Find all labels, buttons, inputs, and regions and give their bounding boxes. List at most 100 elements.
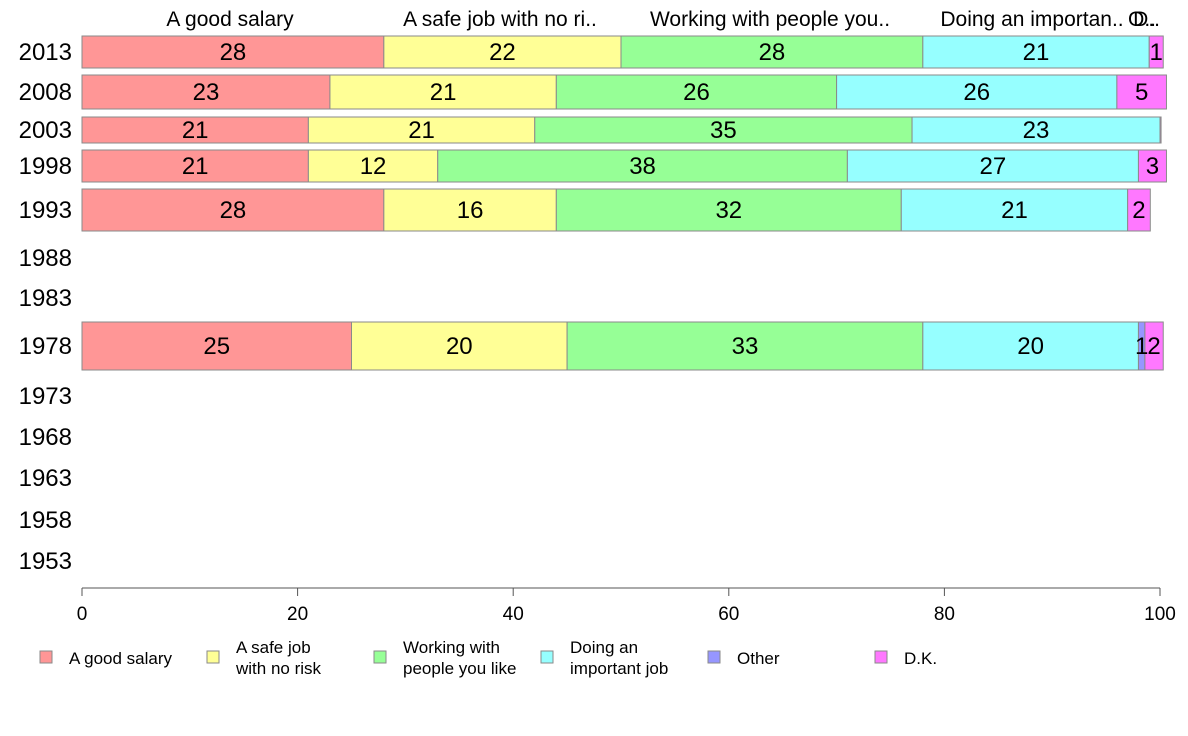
bar-2003-d-k bbox=[1159, 116, 1162, 144]
bar-2003-a-good-salary bbox=[81, 116, 309, 144]
data-label-2008-a-safe-job-with-no-risk: 21 bbox=[430, 79, 457, 106]
data-label-1998-doing-an-important-job: 27 bbox=[980, 153, 1007, 180]
legend-label-line: A safe job bbox=[236, 638, 311, 657]
bar-2008-a-good-salary bbox=[81, 74, 331, 110]
header-other: O.. bbox=[1128, 8, 1156, 31]
x-tick-label-40: 40 bbox=[503, 604, 524, 625]
bar-2003-a-safe-job-with-no-risk bbox=[307, 116, 536, 144]
header-a-safe-job-with-no-risk: A safe job with no ri.. bbox=[403, 8, 597, 31]
data-label-1993-d-k: 2 bbox=[1132, 197, 1145, 224]
legend-swatch-doing-an-important-job bbox=[540, 650, 554, 664]
data-label-2003-a-good-salary: 21 bbox=[182, 117, 209, 144]
x-tick-label-60: 60 bbox=[718, 604, 739, 625]
bar-1998-a-good-salary bbox=[81, 149, 309, 183]
bar-1978-a-good-salary bbox=[81, 321, 352, 371]
x-tick-label-100: 100 bbox=[1144, 604, 1176, 625]
header-d-k: D.. bbox=[1133, 8, 1160, 31]
year-label-2003: 2003 bbox=[19, 117, 72, 144]
bar-1998-doing-an-important-job bbox=[846, 149, 1139, 183]
data-label-1978-d-k: 2 bbox=[1147, 333, 1160, 360]
bar-2003-working-with-people-you-like bbox=[534, 116, 913, 144]
legend-label-line: with no risk bbox=[235, 659, 322, 678]
year-label-2008: 2008 bbox=[19, 79, 72, 106]
data-label-1998-a-good-salary: 21 bbox=[182, 153, 209, 180]
x-axis: 0 20 40 60 80 100 bbox=[77, 587, 1176, 625]
header-working-with-people-you-like: Working with people you.. bbox=[650, 8, 890, 31]
year-label-1963: 1963 bbox=[19, 465, 72, 492]
bar-1978-a-safe-job-with-no-risk bbox=[351, 321, 568, 371]
data-label-2013-d-k: 1 bbox=[1150, 39, 1163, 66]
bar-1978-working-with-people-you-like bbox=[566, 321, 924, 371]
bar-2008-d-k bbox=[1116, 74, 1167, 110]
year-label-1953: 1953 bbox=[19, 548, 72, 575]
legend-label-line: Doing an bbox=[570, 638, 638, 657]
year-label-1988: 1988 bbox=[19, 245, 72, 272]
year-label-1983: 1983 bbox=[19, 285, 72, 312]
legend: A good salary A safe job with no risk Worki… bbox=[39, 638, 937, 678]
data-label-2008-working-with-people-you-like: 26 bbox=[683, 79, 710, 106]
year-axis: 2013 2008 2003 1998 1993 1988 1983 1978 1973 1968… bbox=[19, 39, 72, 575]
legend-label-doing-an-important-job: Doing an important job bbox=[570, 638, 668, 678]
bar-2008-working-with-people-you-like bbox=[555, 74, 838, 110]
data-label-2003-doing-an-important-job: 23 bbox=[1023, 117, 1050, 144]
year-label-1993: 1993 bbox=[19, 197, 72, 224]
legend-swatch-d-k bbox=[874, 650, 888, 664]
bar-2013-a-safe-job-with-no-risk bbox=[383, 35, 622, 69]
data-label-2013-working-with-people-you-like: 28 bbox=[759, 39, 786, 66]
data-label-1998-d-k: 3 bbox=[1146, 153, 1159, 180]
legend-swatch-a-safe-job-with-no-risk bbox=[206, 650, 220, 664]
bar-1998-d-k bbox=[1137, 149, 1167, 183]
data-label-1993-a-safe-job-with-no-risk: 16 bbox=[457, 197, 484, 224]
legend-label-line: important job bbox=[570, 659, 668, 678]
legend-swatch-a-good-salary bbox=[39, 650, 53, 664]
bar-1993-d-k bbox=[1127, 188, 1151, 232]
header-doing-an-important-job: Doing an importan.. bbox=[940, 8, 1123, 31]
year-label-1978: 1978 bbox=[19, 333, 72, 360]
data-label-1978-working-with-people-you-like: 33 bbox=[732, 333, 759, 360]
data-label-2013-doing-an-important-job: 21 bbox=[1023, 39, 1050, 66]
series-headers: A good salary A safe job with no ri.. Work… bbox=[166, 8, 1160, 31]
legend-label-a-good-salary: A good salary bbox=[69, 649, 173, 668]
year-label-1998: 1998 bbox=[19, 153, 72, 180]
data-label-1993-working-with-people-you-like: 32 bbox=[715, 197, 742, 224]
data-label-2003-working-with-people-you-like: 35 bbox=[710, 117, 737, 144]
bar-1993-a-good-salary bbox=[81, 188, 385, 232]
data-label-2013-a-safe-job-with-no-risk: 22 bbox=[489, 39, 516, 66]
year-label-1958: 1958 bbox=[19, 507, 72, 534]
data-label-2008-d-k: 5 bbox=[1135, 79, 1148, 106]
year-label-1973: 1973 bbox=[19, 383, 72, 410]
data-label-1993-doing-an-important-job: 21 bbox=[1001, 197, 1028, 224]
legend-swatch-other bbox=[707, 650, 721, 664]
bar-1993-doing-an-important-job bbox=[900, 188, 1129, 232]
data-label-2003-a-safe-job-with-no-risk: 21 bbox=[408, 117, 435, 144]
bar-2008-doing-an-important-job bbox=[836, 74, 1118, 110]
x-tick-label-0: 0 bbox=[77, 604, 88, 625]
data-label-1978-a-good-salary: 25 bbox=[203, 333, 230, 360]
legend-label-a-safe-job-with-no-risk: A safe job with no risk bbox=[235, 638, 322, 678]
data-label-1993-a-good-salary: 28 bbox=[220, 197, 247, 224]
data-label-1978-other: 1 bbox=[1135, 333, 1148, 360]
data-label-1998-a-safe-job-with-no-risk: 12 bbox=[360, 153, 387, 180]
data-label-1978-doing-an-important-job: 20 bbox=[1017, 333, 1044, 360]
year-label-2013: 2013 bbox=[19, 39, 72, 66]
legend-label-working-with-people-you-like: Working with people you like bbox=[403, 638, 516, 678]
bar-2013-d-k bbox=[1148, 35, 1164, 69]
data-label-1978-a-safe-job-with-no-risk: 20 bbox=[446, 333, 473, 360]
legend-swatch-working-with-people-you-like bbox=[373, 650, 387, 664]
x-tick-label-20: 20 bbox=[287, 604, 308, 625]
legend-label-line: people you like bbox=[403, 659, 516, 678]
legend-label-line: Working with bbox=[403, 638, 500, 657]
legend-label-other: Other bbox=[737, 649, 780, 668]
bar-1978-d-k bbox=[1144, 321, 1164, 371]
x-tick-label-80: 80 bbox=[934, 604, 955, 625]
bar-1993-a-safe-job-with-no-risk bbox=[383, 188, 557, 232]
bar-2008-a-safe-job-with-no-risk bbox=[329, 74, 557, 110]
data-label-2013-a-good-salary: 28 bbox=[220, 39, 247, 66]
bar-1998-working-with-people-you-like bbox=[437, 149, 848, 183]
data-label-2008-a-good-salary: 23 bbox=[193, 79, 220, 106]
year-label-1968: 1968 bbox=[19, 424, 72, 451]
legend-label-d-k: D.K. bbox=[904, 649, 937, 668]
header-a-good-salary: A good salary bbox=[166, 8, 294, 31]
